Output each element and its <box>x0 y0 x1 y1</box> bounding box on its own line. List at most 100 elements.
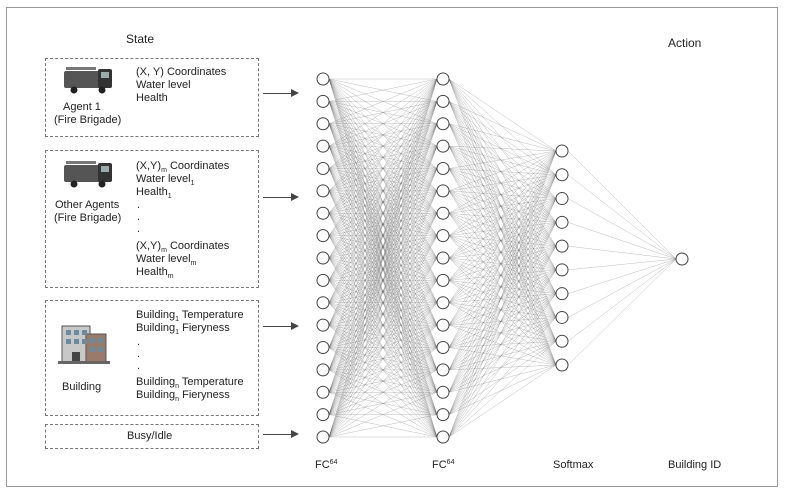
connection-line <box>567 258 677 271</box>
connection-line <box>448 302 557 366</box>
connection-line <box>448 257 557 342</box>
other-health-b: Healthm <box>136 266 174 280</box>
connection-line <box>328 78 438 348</box>
connection-line <box>328 78 438 191</box>
neuron-node <box>436 385 450 399</box>
connection-line <box>448 190 557 342</box>
agent1-water: Water level <box>136 79 191 91</box>
connection-line <box>448 150 557 169</box>
state-header: State <box>126 32 155 46</box>
connection-line <box>448 222 557 259</box>
connection-line <box>448 341 557 438</box>
connection-line <box>448 174 557 236</box>
connection-line <box>448 198 557 415</box>
connection-line <box>448 123 557 223</box>
connection-line <box>448 190 557 366</box>
connection-line <box>448 123 557 175</box>
connection-line <box>448 235 557 318</box>
agent1-coords: (X, Y) Coordinates <box>136 66 227 78</box>
connection-line <box>448 198 557 214</box>
ellipsis-dot: . <box>137 360 141 372</box>
connection-line <box>328 101 438 438</box>
connection-line <box>567 258 677 366</box>
connection-line <box>448 222 557 393</box>
connection-line <box>448 198 557 370</box>
connection-line <box>448 246 557 438</box>
connection-line <box>328 414 438 438</box>
connection-line <box>448 213 557 271</box>
connection-line <box>448 150 557 415</box>
connection-line <box>448 257 557 271</box>
neuron-node <box>436 184 450 198</box>
connection-line <box>448 245 557 348</box>
connection-line <box>328 347 438 438</box>
connection-line <box>448 269 557 393</box>
neuron-node <box>436 296 450 310</box>
connection-line <box>448 145 557 175</box>
building-box <box>45 300 259 416</box>
connection-line <box>448 198 557 259</box>
connection-line <box>448 213 557 318</box>
neuron-node <box>436 94 450 108</box>
connection-line <box>448 146 557 318</box>
connection-line <box>448 280 557 318</box>
connection-line <box>448 293 557 326</box>
connection-line <box>448 168 557 271</box>
connection-line <box>448 198 557 393</box>
neuron-node <box>316 117 330 131</box>
connection-line <box>448 317 557 326</box>
connection-line <box>448 168 557 223</box>
neuron-node <box>316 251 330 265</box>
connection-line <box>448 246 557 393</box>
other-coord-a: (X,Y)m Coordinates <box>136 160 230 174</box>
connection-line <box>448 341 557 393</box>
connection-line <box>448 150 557 236</box>
connection-line <box>448 145 557 199</box>
neuron-node <box>436 318 450 332</box>
connection-line <box>448 145 557 152</box>
input-arrow <box>263 193 299 201</box>
connection-line <box>448 198 557 326</box>
neuron-node <box>316 94 330 108</box>
other-water-b: Water levelm <box>136 253 197 267</box>
connection-line <box>448 245 557 259</box>
connection-line <box>448 324 557 342</box>
neuron-node <box>316 341 330 354</box>
neuron-node <box>555 287 569 301</box>
connection-line <box>328 302 438 438</box>
connection-line <box>448 101 557 223</box>
connection-line <box>328 325 438 438</box>
connection-line <box>448 317 557 371</box>
connection-line <box>448 101 557 342</box>
neuron-node <box>555 310 569 324</box>
connection-line <box>328 213 438 438</box>
connection-line <box>448 245 557 303</box>
fire-truck-icon <box>64 67 112 94</box>
connection-line <box>328 78 438 303</box>
connection-line <box>448 257 557 294</box>
connection-line <box>448 341 557 348</box>
neuron-node <box>436 72 450 86</box>
neuron-node <box>436 206 450 220</box>
building-icon <box>58 325 110 364</box>
connection-line <box>448 280 557 294</box>
agent1-name: Agent 1 <box>63 101 101 113</box>
neuron-node <box>436 251 450 265</box>
connection-line <box>448 269 557 326</box>
connection-line <box>328 168 438 438</box>
connection-line <box>448 146 557 342</box>
connection-line <box>448 174 557 214</box>
connection-line <box>448 293 557 348</box>
connection-line <box>448 269 557 281</box>
layer-label-softmax: Softmax <box>553 459 594 471</box>
ellipsis-dot: . <box>137 199 141 211</box>
other-agents-type: (Fire Brigade) <box>54 212 122 224</box>
connection-line <box>448 190 557 318</box>
neuron-node <box>316 139 330 153</box>
connection-line <box>328 78 438 147</box>
neuron-node <box>436 430 450 444</box>
connection-line <box>448 302 557 342</box>
connection-line <box>448 174 557 303</box>
connection-line <box>448 123 557 318</box>
neuron-node <box>436 273 450 287</box>
